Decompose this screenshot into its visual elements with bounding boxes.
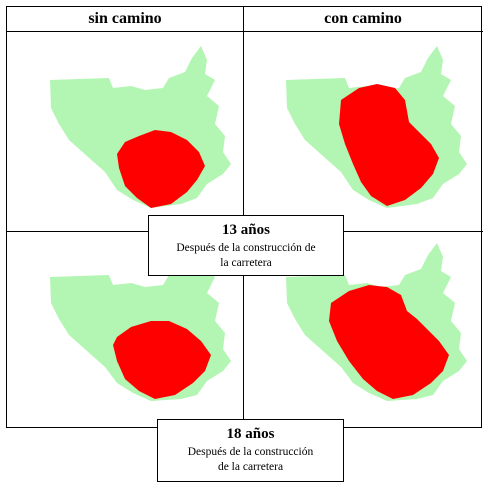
deforested-area bbox=[339, 84, 439, 206]
header-sin-camino: sin camino bbox=[88, 10, 162, 27]
header-divider bbox=[7, 31, 483, 32]
deforested-area bbox=[113, 321, 211, 399]
map-con-camino-18 bbox=[283, 241, 473, 409]
caption-note-line2: la carretera bbox=[220, 257, 272, 269]
caption-note-line2: de la carretera bbox=[217, 461, 284, 473]
caption-13-years: 13 años Después de la construcción de la… bbox=[148, 215, 344, 276]
caption-years: 13 años bbox=[222, 222, 270, 238]
caption-18-years: 18 años Después de la construcción de la… bbox=[157, 419, 344, 482]
caption-years: 18 años bbox=[226, 426, 275, 442]
map-con-camino-13 bbox=[283, 44, 473, 216]
map-sin-camino-18 bbox=[47, 241, 237, 409]
deforested-area bbox=[329, 285, 449, 399]
map-sin-camino-13 bbox=[47, 44, 237, 216]
header-con-camino: con camino bbox=[324, 10, 402, 27]
deforested-area bbox=[117, 130, 205, 208]
caption-note-line1: Después de la construcción de bbox=[176, 242, 316, 254]
caption-note-line1: Después de la construcción bbox=[187, 446, 314, 458]
